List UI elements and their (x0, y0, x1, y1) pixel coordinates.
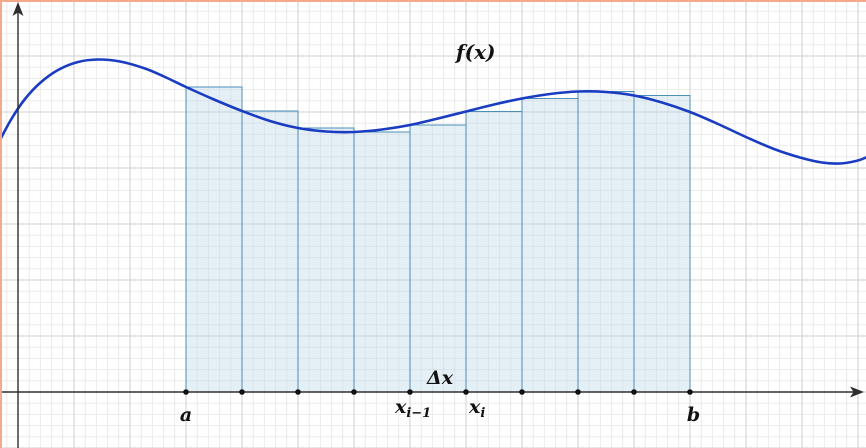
partition-point (407, 389, 413, 395)
riemann-rectangle (297, 127, 355, 393)
riemann-rectangle (577, 91, 635, 393)
riemann-rectangle (465, 111, 523, 393)
riemann-rectangle (409, 124, 467, 393)
x-axis-arrowhead (850, 386, 864, 398)
partition-prev-base: x (394, 396, 407, 418)
riemann-rectangle (185, 86, 243, 393)
partition-point (575, 389, 581, 395)
function-curve (0, 58, 866, 165)
partition-prev-subscript: i−1 (406, 406, 431, 421)
delta-label: Δx (426, 367, 454, 389)
partition-point (519, 389, 525, 395)
partition-point (295, 389, 301, 395)
partition-curr-base: x (468, 396, 481, 418)
function-label: f(x) (454, 40, 495, 64)
interval-end-label: b (687, 404, 700, 426)
riemann-rectangles (185, 86, 691, 393)
y-axis-arrowhead (12, 2, 24, 16)
partition-point (463, 389, 469, 395)
partition-point (631, 389, 637, 395)
partition-point (687, 389, 693, 395)
interval-start-label: a (180, 404, 192, 426)
riemann-rectangle (521, 98, 579, 393)
partition-prev-label: xi−1 (394, 396, 431, 421)
riemann-rectangle (633, 95, 691, 393)
riemann-rectangle (353, 131, 411, 393)
partition-point (183, 389, 189, 395)
riemann-rectangle (241, 110, 299, 393)
partition-curr-label: xi (468, 396, 485, 421)
partition-curr-subscript: i (480, 406, 485, 421)
partition-point (351, 389, 357, 395)
partition-points (183, 389, 693, 395)
partition-point (239, 389, 245, 395)
labels: f(x) Δx a b xi−1 xi (180, 40, 700, 426)
